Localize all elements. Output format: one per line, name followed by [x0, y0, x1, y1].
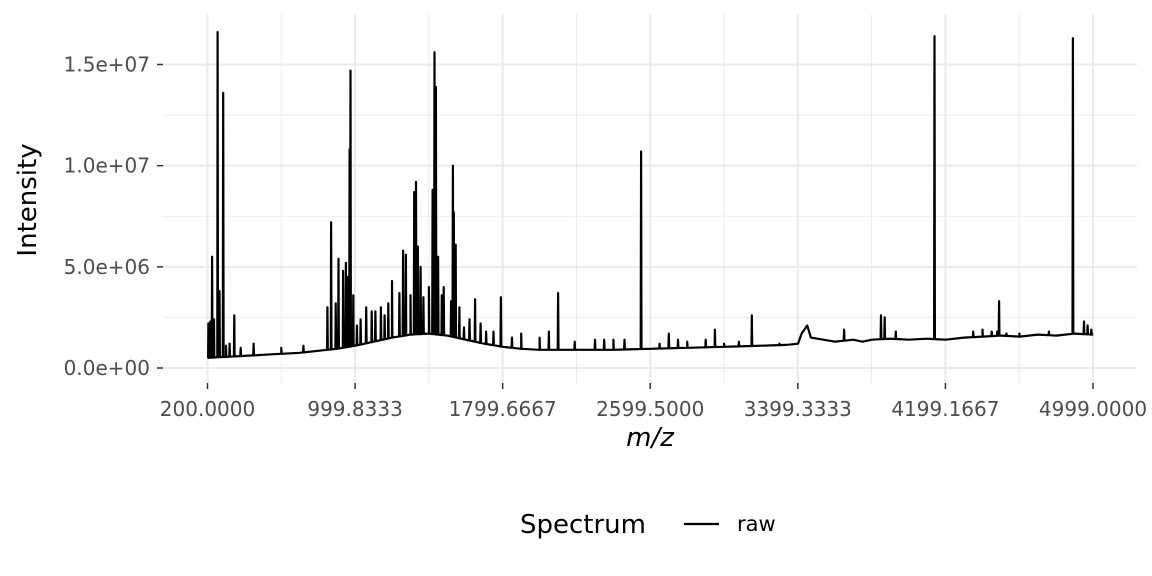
x-axis-ticks: 200.0000 999.8333 1799.6667 2599.5000 3399.3…: [160, 383, 1147, 421]
y-tick-label: 1.5e+07: [64, 53, 150, 77]
x-tick-label: 999.8333: [307, 397, 402, 421]
x-tick-label: 4199.1667: [891, 397, 999, 421]
spectrum-line-raw: [207, 31, 1094, 359]
x-tick-label: 4999.0000: [1039, 397, 1147, 421]
x-tick-label: 3399.3333: [744, 397, 852, 421]
x-axis-title: m/z: [626, 423, 675, 453]
y-axis-ticks: 0.0e+00 5.0e+06 1.0e+07 1.5e+07: [64, 53, 163, 380]
y-axis-title: Intensity: [13, 143, 43, 256]
legend-label-raw: raw: [737, 512, 776, 536]
y-tick-label: 0.0e+00: [64, 356, 150, 380]
y-tick-label: 1.0e+07: [64, 154, 150, 178]
legend-title: Spectrum: [520, 510, 646, 540]
x-tick-label: 2599.5000: [596, 397, 704, 421]
x-tick-label: 200.0000: [160, 397, 255, 421]
y-tick-label: 5.0e+06: [64, 255, 150, 279]
major-gridlines: [163, 14, 1137, 383]
x-tick-label: 1799.6667: [449, 397, 557, 421]
legend: Spectrum raw: [520, 510, 776, 540]
